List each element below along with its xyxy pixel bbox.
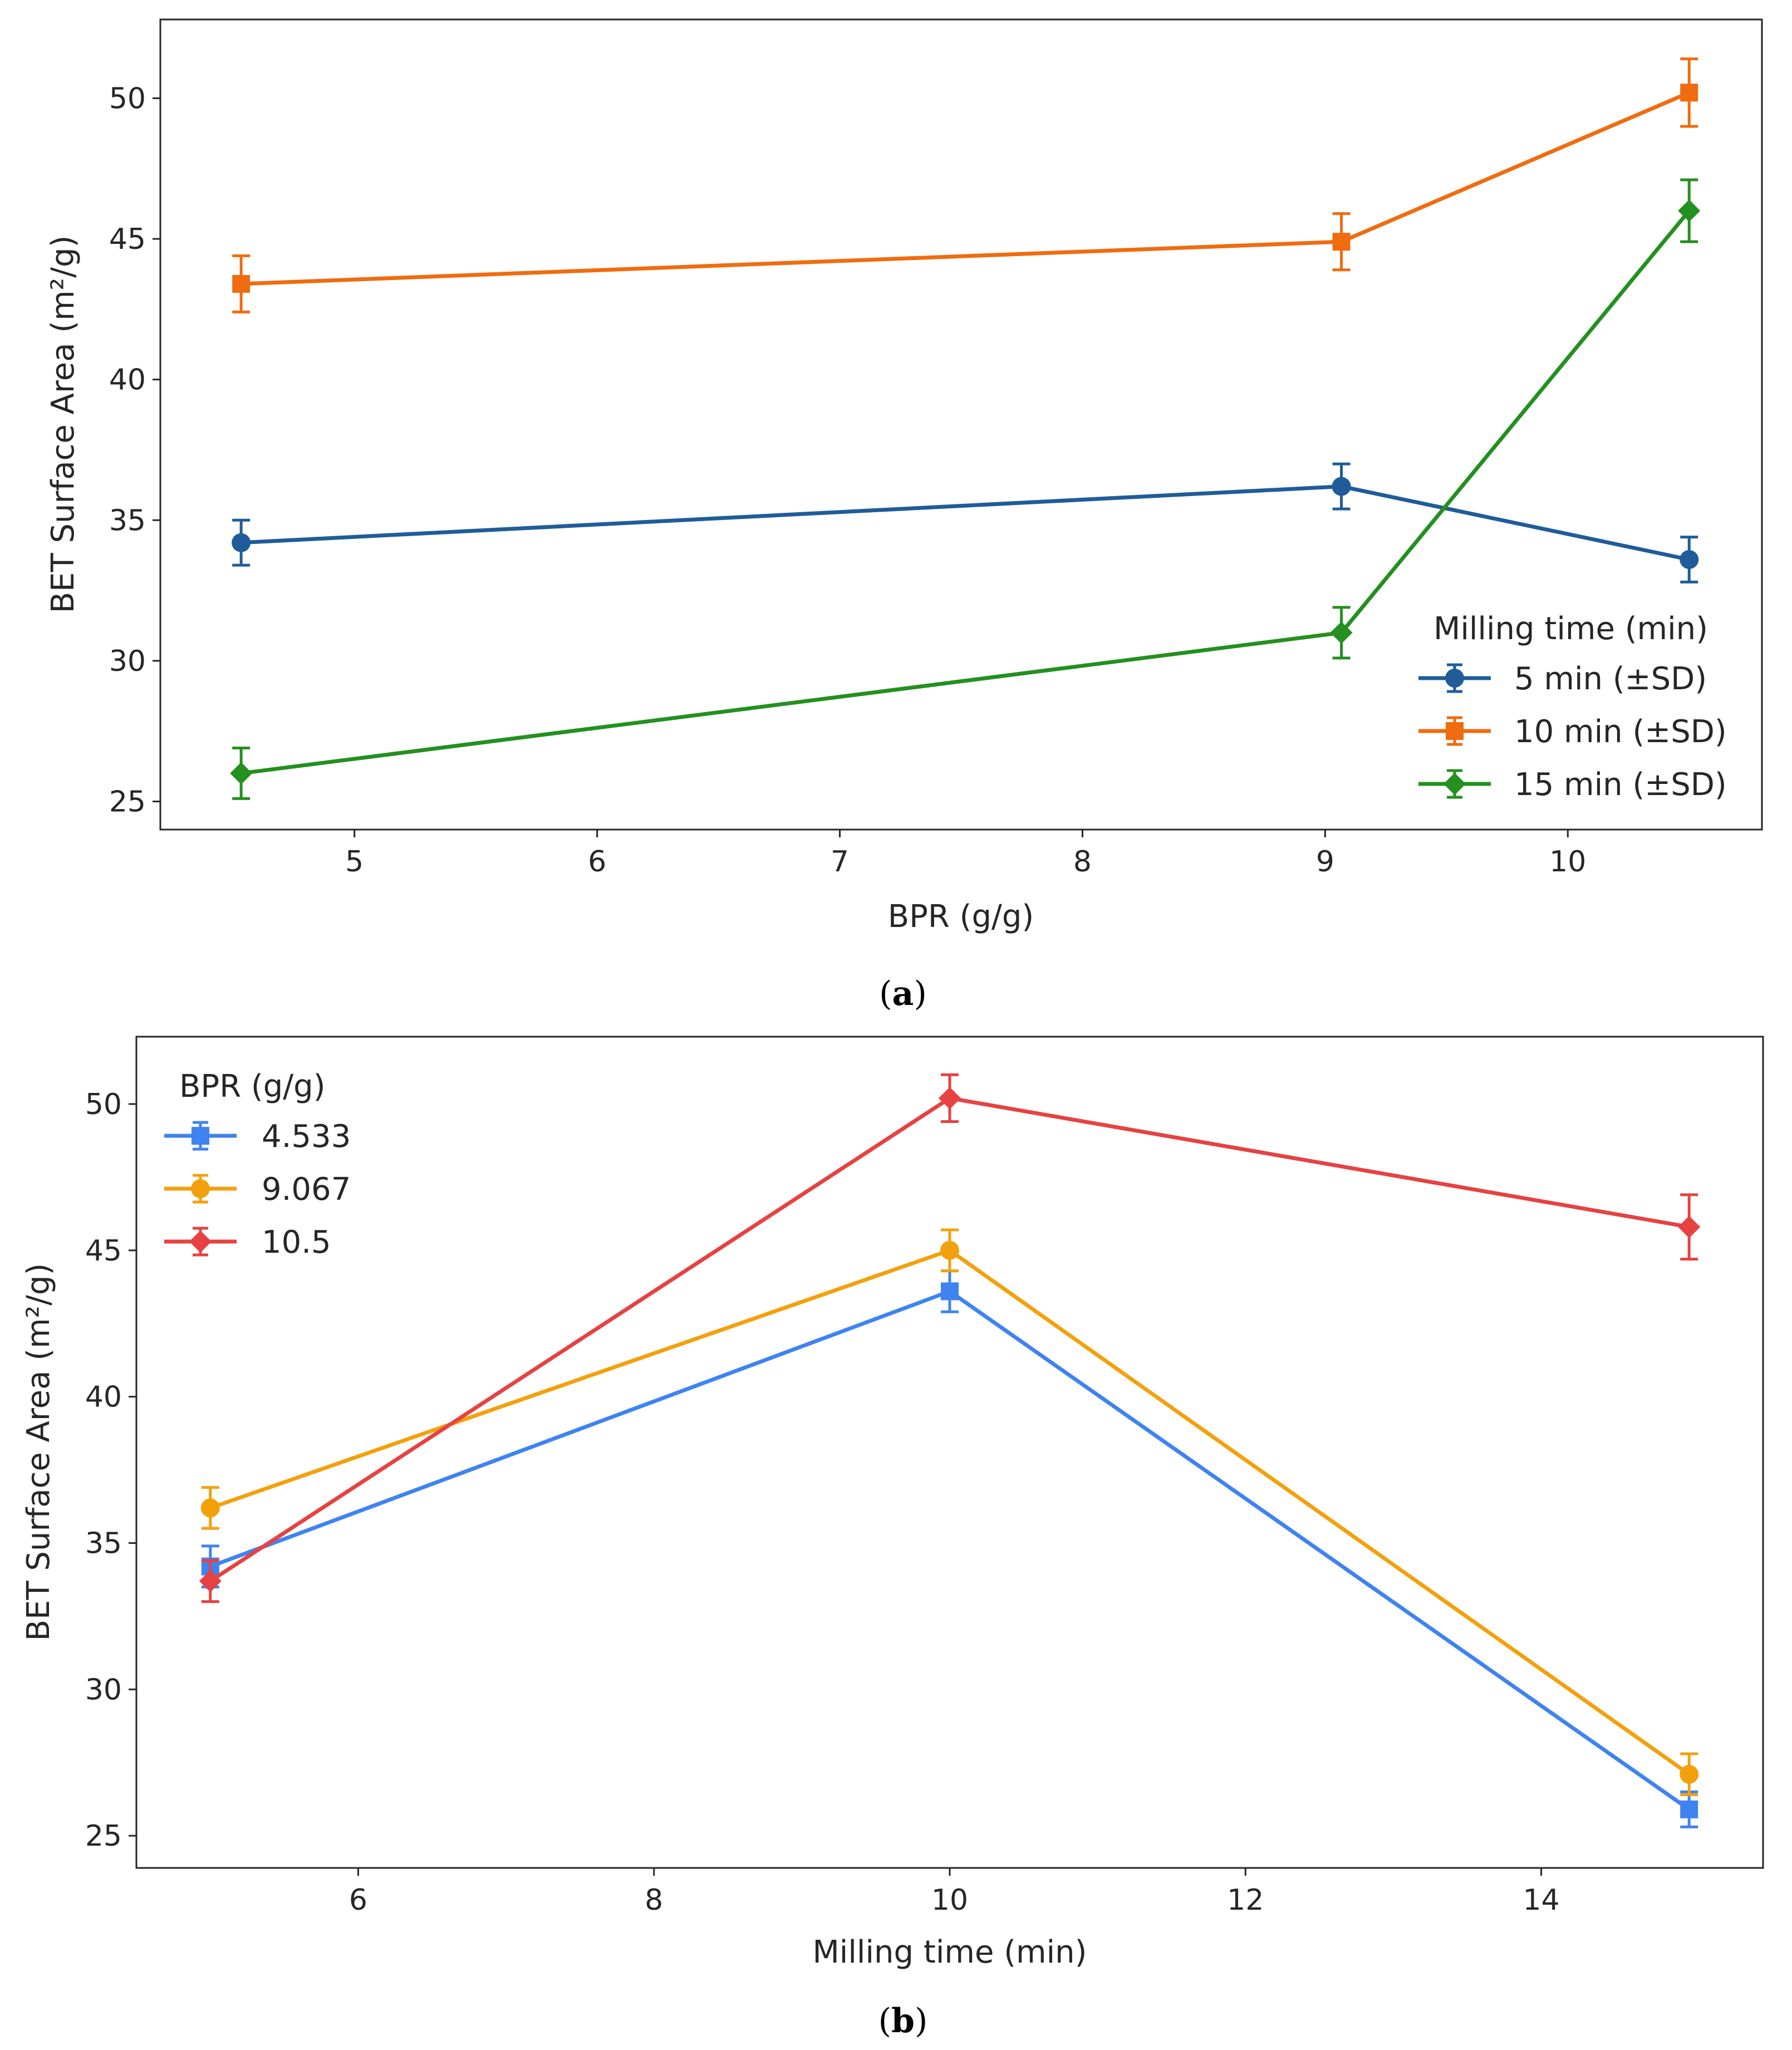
caption-b: (b)	[878, 2002, 928, 2041]
chart-b-xtick-label: 14	[1523, 1884, 1559, 1917]
chart-b-xtick-label: 10	[931, 1884, 968, 1917]
data-point	[1678, 199, 1701, 222]
caption-a: (a)	[879, 974, 927, 1013]
chart-a-xlabel: BPR (g/g)	[888, 899, 1034, 935]
chart-b-ytick-label: 40	[85, 1381, 122, 1414]
legend-marker	[189, 1230, 212, 1253]
chart-a-series-2	[232, 57, 1698, 313]
data-point	[200, 1498, 220, 1518]
chart-b-xlabel: Milling time (min)	[812, 1934, 1087, 1970]
data-point	[1332, 477, 1351, 496]
chart-b-xtick-label: 8	[645, 1884, 663, 1917]
chart-b-series	[199, 1073, 1701, 1828]
data-point	[939, 1087, 961, 1110]
chart-b-ytick-label: 35	[85, 1527, 122, 1560]
chart-b-series-3	[199, 1073, 1701, 1603]
data-point	[1678, 1215, 1701, 1238]
series-line	[240, 484, 1690, 562]
data-point	[940, 1240, 959, 1260]
chart-a-xtick-label: 5	[345, 845, 364, 879]
chart-a-ytick-label: 30	[109, 645, 146, 678]
data-point	[1330, 621, 1353, 644]
chart-a-ylabel: BET Surface Area (m²/g)	[45, 236, 81, 614]
data-point	[1680, 1800, 1698, 1818]
chart-a-legend-title: Milling time (min)	[1433, 611, 1708, 647]
legend-marker	[1446, 722, 1464, 740]
data-point	[232, 274, 251, 293]
chart-b-ticks: 6 8 10 12 14 25 30 35 40 45 50	[85, 1088, 1560, 1917]
chart-a-ytick-label: 35	[109, 504, 146, 537]
legend-label: 5 min (±SD)	[1514, 661, 1707, 697]
chart-a-ytick-label: 50	[109, 82, 146, 115]
chart-b-ytick-label: 25	[85, 1820, 122, 1853]
data-point	[1680, 1764, 1699, 1784]
legend-label: 4.533	[262, 1119, 351, 1155]
chart-b-ylabel: BET Surface Area (m²/g)	[21, 1263, 57, 1641]
chart-a-xtick-label: 8	[1073, 845, 1092, 879]
legend-label: 9.067	[262, 1171, 351, 1208]
chart-b-series-2	[200, 1228, 1699, 1797]
legend-label: 10 min (±SD)	[1514, 714, 1727, 750]
data-point	[1680, 550, 1699, 569]
chart-b-xtick-label: 12	[1227, 1884, 1264, 1917]
legend-entry: 10 min (±SD)	[1418, 714, 1727, 750]
legend-label: 15 min (±SD)	[1514, 767, 1727, 803]
data-point	[199, 1570, 222, 1592]
legend-entry: 4.533	[164, 1119, 351, 1155]
data-point	[230, 762, 253, 784]
series-line	[209, 1096, 1690, 1583]
chart-a-ytick-label: 25	[109, 785, 146, 818]
chart-b-series-1	[201, 1269, 1698, 1828]
legend-entry: 10.5	[164, 1224, 331, 1261]
chart-a-series	[230, 57, 1701, 800]
chart-a-plot-frame	[159, 18, 1763, 831]
chart-a: 5 6 7 8 9 10 25 30 35 40 45 50 BPR (g/g) BET Surfac…	[45, 18, 1763, 1013]
chart-a-ticks: 5 6 7 8 9 10 25 30 35 40 45 50	[109, 82, 1587, 879]
data-point	[1332, 233, 1351, 251]
chart-a-series-3	[230, 178, 1701, 800]
legend-entry: 5 min (±SD)	[1418, 661, 1707, 697]
chart-a-xtick-label: 6	[588, 845, 606, 879]
series-line	[241, 91, 1690, 286]
chart-a-series-1	[232, 462, 1699, 583]
legend-entry: 9.067	[164, 1171, 351, 1208]
series-line	[209, 1289, 1691, 1811]
chart-b-ytick-label: 45	[85, 1234, 122, 1268]
legend-marker	[1444, 773, 1466, 795]
data-point	[232, 533, 251, 552]
legend-marker	[191, 1179, 210, 1198]
series-line	[209, 1248, 1691, 1776]
chart-a-ytick-label: 40	[109, 364, 146, 397]
data-point	[941, 1282, 959, 1301]
chart-a-xtick-label: 9	[1316, 845, 1334, 879]
chart-b-ytick-label: 50	[85, 1088, 122, 1121]
legend-marker	[192, 1127, 209, 1145]
legend-entry: 15 min (±SD)	[1418, 767, 1727, 803]
chart-b-legend: BPR (g/g) 4.533 9.067 10.5	[146, 1047, 385, 1269]
legend-label: 10.5	[262, 1224, 331, 1261]
chart-a-legend: Milling time (min) 5 min (±SD) 10 min (±S…	[1408, 599, 1754, 813]
chart-b-xtick-label: 6	[349, 1884, 367, 1917]
chart-b-legend-title: BPR (g/g)	[179, 1068, 326, 1105]
chart-a-ytick-label: 45	[109, 223, 146, 256]
chart-a-xtick-label: 10	[1549, 845, 1586, 879]
data-point	[1680, 84, 1698, 102]
chart-a-xtick-label: 7	[831, 845, 849, 879]
chart-b-ytick-label: 30	[85, 1673, 122, 1706]
legend-marker	[1445, 669, 1464, 688]
